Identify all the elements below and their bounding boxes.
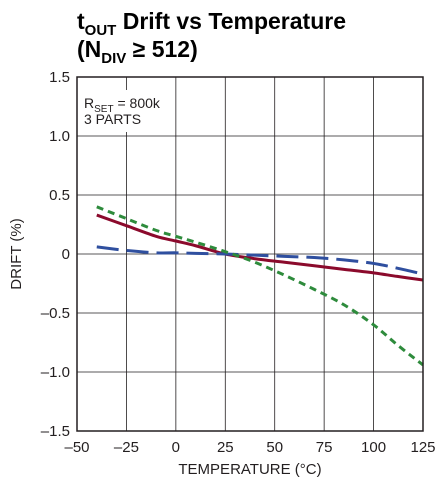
y-axis-label: DRIFT (%) bbox=[8, 218, 25, 289]
y-tick-label: 1.0 bbox=[49, 128, 70, 145]
chart-title-line1: tOUT Drift vs Temperature bbox=[77, 8, 346, 39]
y-tick-label: 1.5 bbox=[49, 69, 70, 86]
x-tick-label: 25 bbox=[217, 439, 234, 456]
series-group bbox=[96, 205, 424, 367]
annotation-parts: 3 PARTS bbox=[84, 111, 141, 127]
x-tick-label: –25 bbox=[114, 439, 139, 456]
y-tick-label: 0 bbox=[62, 246, 70, 263]
annotation-rset: RSET = 800k bbox=[84, 95, 161, 115]
x-tick-label: 50 bbox=[266, 439, 283, 456]
series-line-1-solid bbox=[96, 213, 424, 282]
plot-frame bbox=[76, 76, 424, 432]
annotation-background bbox=[80, 90, 158, 132]
y-tick-label: –1.0 bbox=[41, 364, 70, 381]
series-line-3-dotted bbox=[96, 205, 424, 367]
x-tick-label: 125 bbox=[410, 439, 435, 456]
y-tick-label: –0.5 bbox=[41, 305, 70, 322]
tick-labels: –50 –25 0 25 50 75 100 125 1.5 1.0 0.5 0 –0.5 –1.0 –1.… bbox=[41, 69, 436, 456]
chart-title-line2: (NDIV ≥ 512) bbox=[77, 36, 198, 67]
y-tick-label: –1.5 bbox=[41, 423, 70, 440]
x-tick-label: 100 bbox=[361, 439, 386, 456]
y-tick-label: 0.5 bbox=[49, 187, 70, 204]
x-tick-label: 0 bbox=[172, 439, 180, 456]
x-tick-label: 75 bbox=[316, 439, 333, 456]
x-axis-label: TEMPERATURE (°C) bbox=[178, 461, 321, 478]
series-line-2-dashed bbox=[96, 245, 424, 276]
x-tick-label: –50 bbox=[64, 439, 89, 456]
